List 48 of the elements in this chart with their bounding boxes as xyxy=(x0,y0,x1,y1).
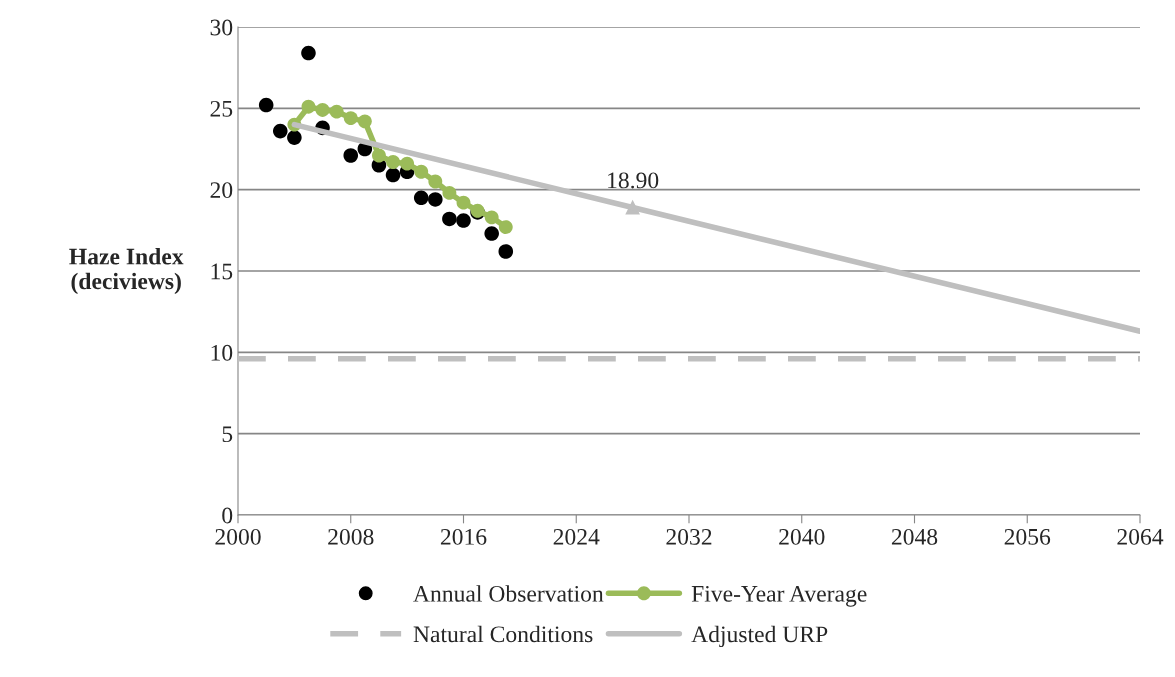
point xyxy=(386,155,400,169)
x-tick-label: 2048 xyxy=(891,528,938,545)
point xyxy=(442,211,457,227)
legend-label: Annual Observation xyxy=(413,585,604,602)
point xyxy=(329,104,344,119)
x-tick-label: 2008 xyxy=(328,528,374,545)
point xyxy=(414,164,429,179)
point xyxy=(484,226,499,241)
y-tick-label: 15 xyxy=(211,263,233,280)
point xyxy=(301,99,316,114)
point xyxy=(400,156,415,171)
point xyxy=(273,123,288,139)
y-tick-label: 0 xyxy=(222,507,233,524)
legend-label: Natural Conditions xyxy=(413,625,593,643)
point xyxy=(258,97,274,113)
point xyxy=(456,213,471,228)
point xyxy=(442,185,457,200)
point xyxy=(385,167,401,183)
point xyxy=(498,244,514,259)
y-axis-title: Haze Index (deciviews) xyxy=(69,247,184,295)
y-tick-label: 30 xyxy=(210,19,233,36)
point xyxy=(287,130,302,145)
x-tick-label: 2056 xyxy=(1004,528,1051,545)
legend-label: Five-Year Average xyxy=(691,585,867,607)
point xyxy=(343,148,359,163)
x-tick-label: 2024 xyxy=(553,528,600,545)
x-tick-label: 2016 xyxy=(440,528,487,545)
annotation: 18.90 xyxy=(608,172,659,189)
y-tick-label: 25 xyxy=(210,100,233,117)
y-tick-label: 20 xyxy=(210,182,233,199)
x-tick-label: 2040 xyxy=(779,528,825,545)
point xyxy=(371,148,386,163)
point xyxy=(498,220,513,235)
point xyxy=(315,103,330,117)
point xyxy=(413,190,429,206)
x-tick-label: 2032 xyxy=(666,528,712,545)
x-tick-label: 2064 xyxy=(1117,528,1164,545)
x-tick-label: 2000 xyxy=(215,528,261,545)
point xyxy=(343,111,358,126)
point xyxy=(456,195,471,210)
point xyxy=(428,174,443,189)
point xyxy=(301,45,316,61)
point xyxy=(357,114,372,129)
y-tick-label: 5 xyxy=(222,426,233,443)
legend-label: Adjusted URP xyxy=(691,625,828,648)
point xyxy=(484,210,499,225)
point xyxy=(428,192,443,207)
y-tick-label: 10 xyxy=(211,344,233,361)
